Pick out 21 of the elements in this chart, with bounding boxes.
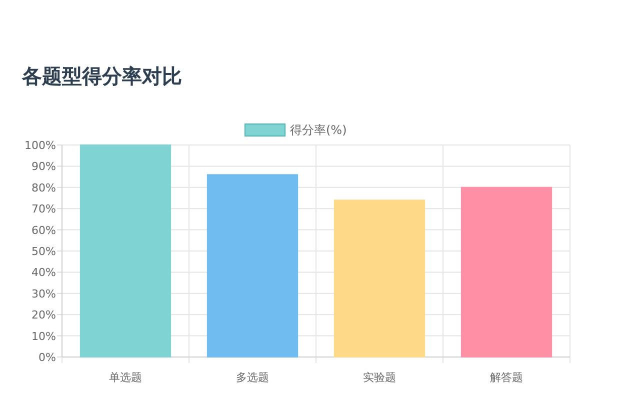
y-tick-label: 0% [38,351,56,364]
y-tick-label: 40% [32,266,56,280]
y-tick-label: 80% [32,181,56,194]
y-tick-label: 60% [32,224,56,237]
bar [460,186,552,358]
y-tick-label: 50% [32,245,56,258]
x-tick-label: 单选题 [109,371,142,384]
y-tick-label: 100% [24,139,56,152]
y-tick-label: 10% [32,330,56,343]
bar [80,144,172,358]
x-tick-label: 解答题 [490,371,523,384]
x-tick-label: 多选题 [236,371,269,384]
bar [334,200,426,358]
chart-title: 各题型得分率对比 [21,64,182,88]
legend-label: 得分率(%) [290,123,347,137]
y-tick-label: 70% [32,202,56,216]
y-tick-label: 20% [32,308,56,322]
y-tick-label: 30% [32,287,56,300]
bar [206,174,298,358]
y-tick-label: 90% [32,160,56,174]
x-tick-label: 实验题 [363,371,396,384]
